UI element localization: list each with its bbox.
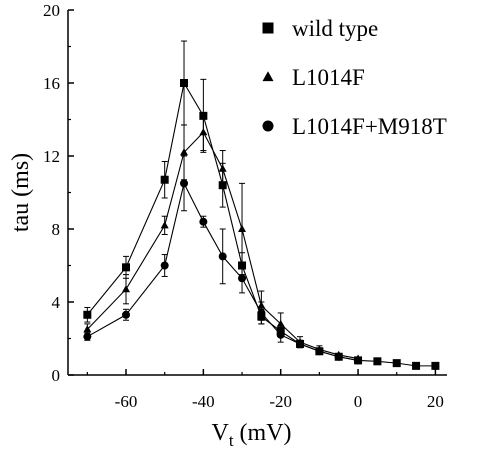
data-point: [296, 339, 305, 348]
data-point: [199, 217, 208, 226]
data-point: [160, 221, 169, 229]
data-point: [276, 330, 285, 339]
tick-labels: 0 4 8 12 16 20 -60 -40 -20 0 20: [43, 1, 444, 411]
x-tick-label: 20: [427, 392, 444, 411]
data-point: [180, 79, 189, 87]
y-tick-label: 0: [52, 366, 61, 385]
legend-marker: [262, 22, 274, 34]
legend-item: L1014F+M918T: [262, 114, 447, 139]
y-tick-label: 8: [52, 220, 61, 239]
x-axis-label: Vt (mV): [211, 420, 291, 449]
data-point: [238, 274, 247, 283]
y-tick-label: 20: [43, 1, 60, 20]
data-point: [354, 356, 363, 365]
x-axis-label-sub: t: [229, 431, 234, 449]
legend-item: wild type: [262, 16, 378, 41]
data-point: [199, 128, 208, 136]
tick-marks: [68, 9, 437, 376]
data-point: [83, 310, 92, 319]
data-point: [122, 310, 131, 319]
x-axis-label-unit: (mV): [234, 420, 292, 446]
data-point: [218, 252, 227, 261]
data-point: [412, 361, 421, 370]
y-axis-label: tau (ms): [8, 153, 34, 232]
legend: wild type L1014F L1014F+M918T: [262, 16, 447, 139]
data-point: [83, 332, 92, 341]
data-point: [373, 357, 382, 366]
data-point: [276, 319, 285, 327]
series-layer: [83, 40, 440, 370]
y-tick-label: 12: [43, 147, 60, 166]
data-point: [218, 164, 227, 172]
x-tick-label: -60: [115, 392, 138, 411]
x-tick-label: 0: [354, 392, 363, 411]
series-circle: [83, 155, 363, 365]
data-point: [257, 308, 266, 317]
legend-label: wild type: [292, 16, 378, 41]
data-point: [238, 224, 247, 232]
data-point: [83, 325, 92, 333]
data-point: [334, 352, 343, 361]
legend-label: L1014F: [292, 65, 365, 90]
data-point: [122, 263, 131, 272]
legend-marker: [262, 71, 274, 82]
x-tick-label: -40: [192, 392, 215, 411]
legend-marker: [262, 120, 274, 132]
data-point: [315, 347, 324, 356]
data-point: [160, 261, 169, 270]
y-tick-label: 4: [52, 293, 61, 312]
y-tick-label: 16: [43, 74, 60, 93]
legend-label: L1014F+M918T: [292, 114, 447, 139]
data-point: [160, 175, 169, 184]
data-point: [180, 148, 189, 156]
data-point: [392, 359, 401, 368]
data-point: [122, 285, 131, 293]
data-point: [180, 179, 189, 188]
data-point: [431, 361, 440, 370]
legend-item: L1014F: [262, 65, 365, 90]
x-axis-label-main: V: [211, 420, 229, 446]
x-tick-label: -20: [269, 392, 292, 411]
